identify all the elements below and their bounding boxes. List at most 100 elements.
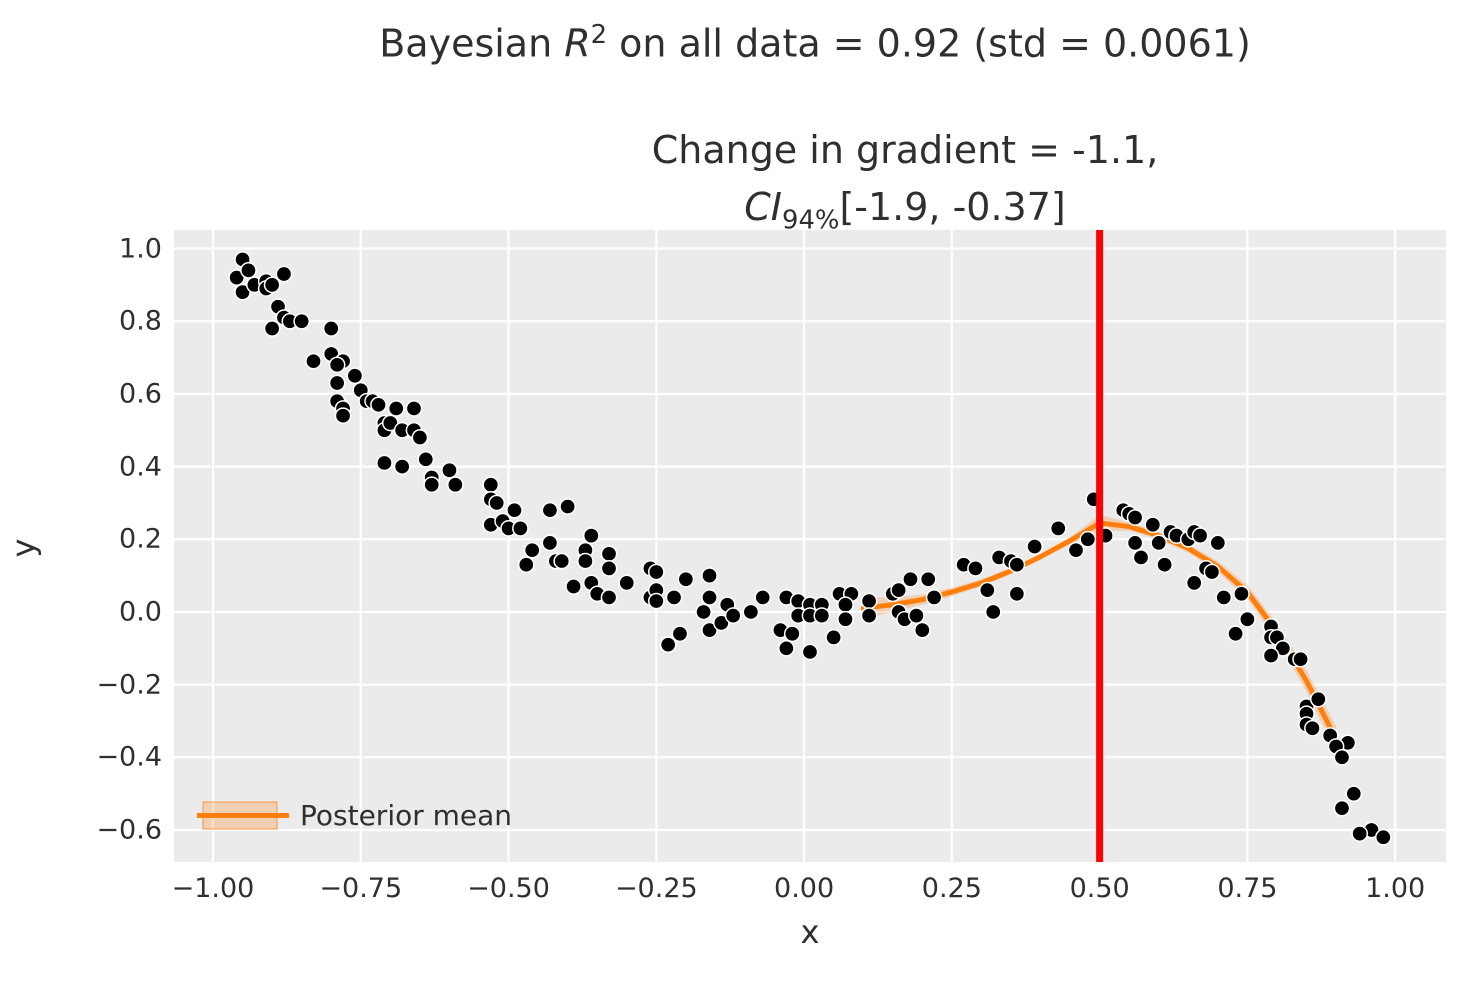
r-squared-symbol: R	[564, 21, 591, 66]
scatter-point	[447, 476, 464, 494]
scatter-point	[1227, 625, 1244, 643]
scatter-point	[334, 407, 352, 425]
scatter-point	[512, 520, 529, 537]
scatter-point	[387, 400, 405, 417]
scatter-point	[600, 560, 618, 577]
scatter-point	[984, 603, 1002, 621]
scatter-point	[1008, 585, 1026, 603]
scatter-point	[860, 592, 878, 610]
scatter-point	[1185, 574, 1203, 592]
ci-range: [-1.9, -0.37]	[839, 185, 1066, 229]
scatter-point	[228, 269, 246, 286]
scatter-point	[577, 552, 594, 570]
scatter-point	[1144, 516, 1162, 534]
scatter-point	[523, 541, 541, 559]
scatter-point	[1156, 556, 1173, 574]
scatter-point	[1345, 785, 1363, 803]
scatter-point	[837, 610, 854, 628]
x-axis-label: x	[800, 913, 820, 951]
scatter-point	[393, 458, 411, 475]
scatter-point	[263, 276, 281, 294]
scatter-point	[1233, 585, 1250, 603]
scatter-point	[908, 607, 925, 624]
scatter-point	[600, 589, 618, 606]
scatter-point	[423, 476, 441, 494]
scatter-point	[559, 498, 577, 515]
y-tick-label: −0.4	[96, 741, 162, 773]
scatter-point	[701, 589, 718, 606]
x-tick-label: 0.75	[1217, 873, 1278, 904]
scatter-point	[1126, 509, 1144, 526]
chart-title-text: Bayesian	[379, 21, 565, 66]
scatter-point	[1239, 610, 1256, 628]
scatter-point	[695, 603, 712, 621]
x-tick-label: 0.25	[921, 873, 982, 904]
scatter-point	[1215, 589, 1233, 606]
scatter-point	[913, 621, 931, 639]
scatter-point	[978, 581, 996, 599]
scatter-point	[328, 356, 346, 374]
scatter-point	[724, 607, 742, 624]
scatter-point	[381, 414, 399, 432]
scatter-point	[541, 501, 559, 519]
x-tick-label: 1.00	[1365, 873, 1426, 904]
scatter-point	[322, 320, 340, 337]
scatter-point	[565, 578, 582, 595]
x-tick-label: 0.00	[774, 873, 835, 904]
y-tick-label: 0.8	[119, 305, 162, 337]
scatter-point	[618, 574, 636, 592]
credible-interval-line: CI94%[-1.9, -0.37]	[652, 179, 1159, 240]
scatter-point	[376, 454, 393, 472]
scatter-point	[671, 625, 689, 643]
scatter-point	[712, 614, 730, 632]
scatter-point	[517, 556, 535, 574]
legend-label: Posterior mean	[300, 799, 513, 832]
scatter-point	[234, 283, 251, 301]
scatter-point	[1292, 650, 1309, 668]
scatter-point	[328, 374, 346, 392]
r-squared-exponent: 2	[590, 20, 608, 50]
scatter-point	[783, 625, 801, 643]
scatter-point	[919, 570, 937, 588]
scatter-point	[1049, 520, 1067, 537]
scatter-point	[837, 596, 854, 614]
scatter-point	[482, 476, 500, 494]
scatter-point	[813, 607, 831, 624]
scatter-point	[665, 589, 683, 606]
scatter-point	[860, 607, 878, 624]
scatter-point	[1026, 538, 1043, 555]
scatter-point	[293, 312, 311, 330]
scatter-point	[1191, 527, 1209, 544]
scatter-point	[346, 367, 364, 385]
scatter-point	[1067, 541, 1085, 559]
scatter-point	[1203, 563, 1221, 581]
x-tick-label: −1.00	[171, 873, 255, 904]
scatter-point	[701, 567, 718, 584]
y-tick-label: 0.6	[119, 378, 162, 410]
scatter-point	[370, 396, 387, 414]
scatter-point	[1262, 647, 1280, 664]
scatter-point	[275, 265, 293, 283]
scatter-point	[600, 545, 618, 563]
scatter-point	[1374, 828, 1392, 846]
y-tick-label: 0.0	[119, 596, 162, 628]
scatter-point	[1333, 748, 1351, 766]
ci-level: 94%	[782, 205, 840, 236]
scatter-point	[411, 429, 429, 446]
y-tick-label: −0.6	[96, 814, 162, 846]
x-tick-label: −0.50	[467, 873, 550, 904]
scatter-point	[417, 450, 435, 468]
scatter-point	[553, 552, 571, 570]
scatter-point	[825, 629, 842, 646]
scatter-point	[890, 581, 908, 599]
scatter-point	[754, 589, 772, 606]
x-tick-label: −0.25	[614, 873, 698, 904]
scatter-point	[582, 527, 600, 544]
scatter-point	[659, 636, 677, 654]
scatter-point	[967, 560, 984, 577]
scatter-point	[1008, 556, 1026, 574]
scatter-point	[925, 589, 943, 606]
scatter-point	[1309, 690, 1327, 708]
scatter-point	[701, 621, 718, 639]
